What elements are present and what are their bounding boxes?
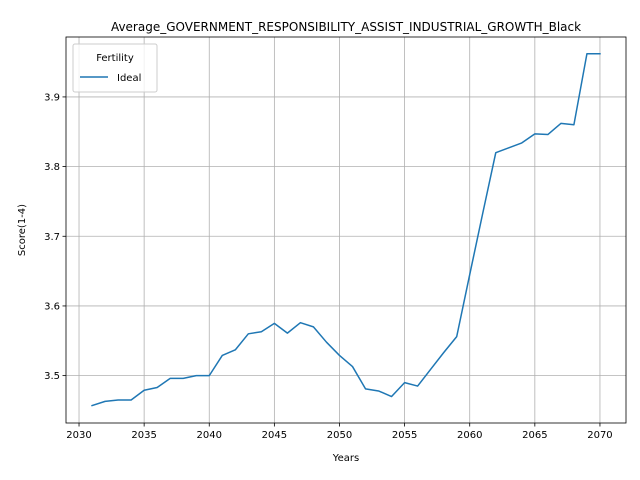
- x-tick-label-2045: 2045: [262, 430, 287, 441]
- y-axis-label: Score(1-4): [17, 204, 28, 256]
- x-axis-label: Years: [332, 453, 359, 464]
- grid-lines: [66, 37, 626, 423]
- x-tick-label-2050: 2050: [327, 430, 352, 441]
- legend-title: Fertility: [96, 53, 134, 64]
- plot-area-frame: [65, 36, 627, 424]
- y-tick-label-1: 3.6: [44, 301, 60, 312]
- series-lines: [91, 52, 601, 407]
- chart-title: Average_GOVERNMENT_RESPONSIBILITY_ASSIST…: [111, 20, 581, 34]
- x-tick-label-2055: 2055: [392, 430, 417, 441]
- legend-entry-ideal: Ideal: [117, 73, 141, 84]
- x-tick-label-2040: 2040: [197, 430, 222, 441]
- y-tick-label-0: 3.5: [44, 371, 60, 382]
- series-line-ideal: [91, 52, 601, 407]
- legend: Fertility Ideal: [72, 43, 158, 93]
- y-axis-ticks: 3.5 3.6 3.7 3.8 3.9: [44, 92, 66, 382]
- x-tick-label-2065: 2065: [522, 430, 547, 441]
- x-tick-label-2060: 2060: [457, 430, 482, 441]
- y-tick-label-2: 3.7: [44, 232, 60, 243]
- legend-box: [72, 43, 158, 93]
- y-tick-label-4: 3.9: [44, 92, 60, 103]
- y-tick-label-3: 3.8: [44, 162, 60, 173]
- x-tick-label-2070: 2070: [587, 430, 612, 441]
- x-tick-label-2030: 2030: [66, 430, 91, 441]
- x-axis-ticks: 2030 2035 2040 2045 2050 2055 2060 2065 2070: [66, 423, 613, 441]
- x-tick-label-2035: 2035: [131, 430, 156, 441]
